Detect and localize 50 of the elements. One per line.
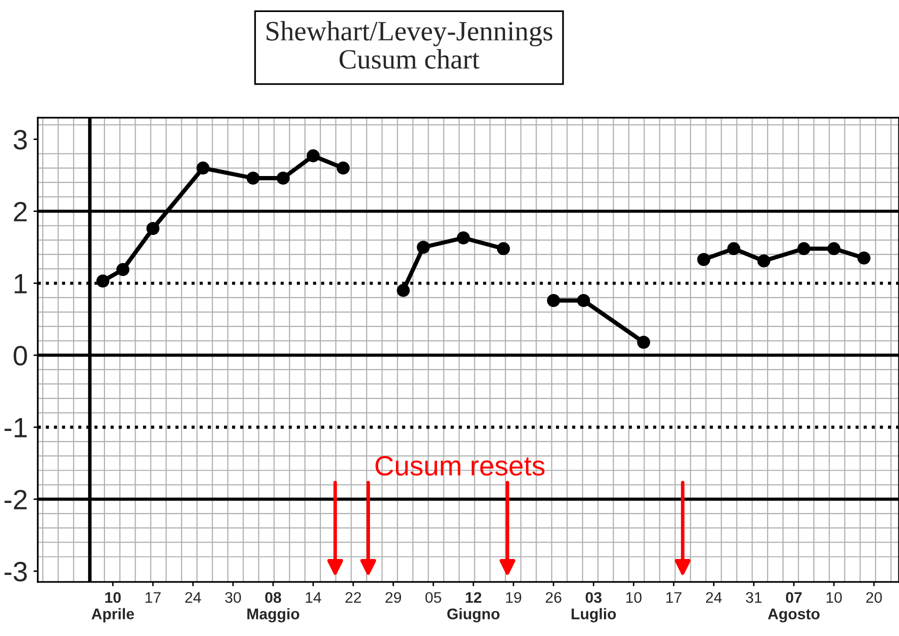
point [697,252,710,266]
point [496,242,510,256]
point [637,336,650,349]
y-tick-label: 0 [14,346,27,366]
x-tick-label: 05 [425,592,442,603]
annotation: Cusum resets [376,456,544,476]
point [797,242,810,256]
x-tick-label: 14 [306,592,322,603]
x-tick-label: 17 [146,592,161,603]
x-tick-label: 07 Agosto [768,592,820,622]
y-tick-label: -2 [4,490,27,510]
x-tick-label: 03 Luglio [572,592,616,622]
x-tick-label: 26 [546,592,562,603]
y-tick-label: 2 [14,202,27,222]
y-tick-label: -3 [4,562,27,582]
point [146,222,160,236]
y-tick-label: 3 [14,130,27,150]
x-tick-label: 22 [345,592,361,603]
point [416,240,430,254]
x-tick-label: 10 Aprile [92,592,134,622]
point [396,284,410,297]
x-tick-label: 20 [866,592,882,603]
x-tick-label: 30 [225,592,241,603]
point [546,294,560,307]
point [196,162,210,175]
x-tick-label: 17 [666,592,682,603]
point [456,231,470,244]
point [857,252,870,265]
point [827,242,840,256]
x-tick-label: 12 Giugno [447,592,500,622]
point [727,242,740,256]
x-tick-label: 08 Maggio [247,592,300,622]
point [757,254,770,268]
y-tick-label: -1 [4,418,27,438]
x-tick-label: 10 [626,592,642,603]
point [276,172,290,185]
point [306,149,320,162]
point [246,172,260,185]
x-tick-label: 19 [506,592,522,603]
x-tick-label: 31 [746,592,762,603]
point [96,274,110,288]
x-tick-label: 29 [386,592,402,603]
x-tick-label: 24 [185,592,202,603]
y-tick-label: 1 [14,274,27,294]
point [577,294,590,307]
x-tick-label: 24 [706,592,722,603]
point [116,263,130,276]
chart-title: Shewhart/Levey-Jennings Cusum chart [266,21,552,69]
point [336,162,350,175]
x-tick-label: 10 [826,592,842,603]
